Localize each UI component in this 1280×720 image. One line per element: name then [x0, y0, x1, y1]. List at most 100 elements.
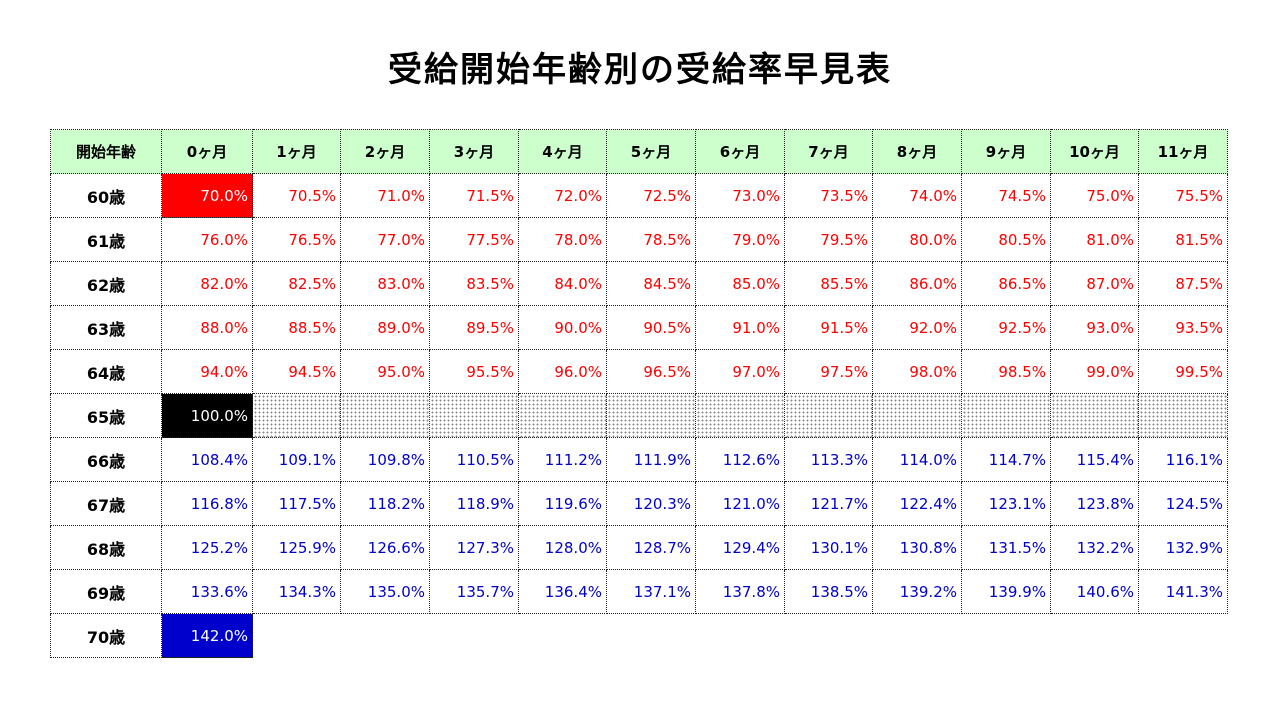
- rate-cell: 70.5%: [252, 173, 341, 218]
- rate-cell: 99.5%: [1138, 349, 1228, 394]
- header-month-6: 6ヶ月: [695, 129, 785, 174]
- rate-cell: 140.6%: [1050, 569, 1139, 614]
- age-label: 63歳: [50, 305, 162, 350]
- rate-cell: 125.2%: [161, 525, 253, 570]
- rate-cell: 76.0%: [161, 217, 253, 262]
- table-row: 62歳 82.0% 82.5% 83.0% 83.5% 84.0% 84.5% 85.0% 85…: [50, 261, 1228, 306]
- age-label: 62歳: [50, 261, 162, 306]
- rate-cell: 92.0%: [872, 305, 962, 350]
- rate-cell: 86.5%: [961, 261, 1051, 306]
- header-month-0: 0ヶ月: [161, 129, 253, 174]
- rate-cell: 130.8%: [872, 525, 962, 570]
- rate-cell: 91.0%: [695, 305, 785, 350]
- rate-cell: 84.5%: [606, 261, 696, 306]
- rate-cell: 125.9%: [252, 525, 341, 570]
- rate-cell: 85.0%: [695, 261, 785, 306]
- table-row: 70歳 142.0%: [50, 613, 1228, 658]
- rate-cell: 132.9%: [1138, 525, 1228, 570]
- rate-cell: 90.0%: [518, 305, 607, 350]
- rate-cell: 121.0%: [695, 481, 785, 526]
- age-label: 64歳: [50, 349, 162, 394]
- rate-cell: 115.4%: [1050, 437, 1139, 482]
- rate-cell: 119.6%: [518, 481, 607, 526]
- age-label: 60歳: [50, 173, 162, 218]
- table-row: 64歳 94.0% 94.5% 95.0% 95.5% 96.0% 96.5% 97.0% 97…: [50, 349, 1228, 394]
- rate-cell: 134.3%: [252, 569, 341, 614]
- header-month-3: 3ヶ月: [429, 129, 519, 174]
- rate-cell: 72.5%: [606, 173, 696, 218]
- header-month-9: 9ヶ月: [961, 129, 1051, 174]
- rate-cell: 83.5%: [429, 261, 519, 306]
- table-row: 63歳 88.0% 88.5% 89.0% 89.5% 90.0% 90.5% 91.0% 91…: [50, 305, 1228, 350]
- rate-cell: 76.5%: [252, 217, 341, 262]
- rate-cell: 121.7%: [784, 481, 873, 526]
- empty-cell: [253, 614, 341, 658]
- rate-cell: 77.0%: [340, 217, 430, 262]
- rate-cell: 124.5%: [1138, 481, 1228, 526]
- rate-cell: 113.3%: [784, 437, 873, 482]
- table-row: 66歳 108.4% 109.1% 109.8% 110.5% 111.2% 111.9% 1…: [50, 437, 1228, 482]
- rate-cell: 111.9%: [606, 437, 696, 482]
- rate-cell: 136.4%: [518, 569, 607, 614]
- empty-cell: [607, 614, 696, 658]
- shaded-empty-cell: [784, 393, 873, 438]
- rate-cell: 94.5%: [252, 349, 341, 394]
- rate-cell: 133.6%: [161, 569, 253, 614]
- empty-cell: [696, 614, 785, 658]
- rate-cell: 98.0%: [872, 349, 962, 394]
- rate-cell: 114.7%: [961, 437, 1051, 482]
- rate-cell: 79.5%: [784, 217, 873, 262]
- empty-cell: [1139, 614, 1228, 658]
- page-title: 受給開始年齢別の受給率早見表: [388, 50, 892, 90]
- header-month-5: 5ヶ月: [606, 129, 696, 174]
- rate-cell: 97.0%: [695, 349, 785, 394]
- rate-cell: 82.0%: [161, 261, 253, 306]
- table-row: 68歳 125.2% 125.9% 126.6% 127.3% 128.0% 128.7% 1…: [50, 525, 1228, 570]
- rate-cell: 126.6%: [340, 525, 430, 570]
- shaded-empty-cell: [961, 393, 1051, 438]
- rate-cell: 93.5%: [1138, 305, 1228, 350]
- shaded-empty-cell: [872, 393, 962, 438]
- rate-cell: 74.0%: [872, 173, 962, 218]
- rate-cell: 84.0%: [518, 261, 607, 306]
- rate-cell: 72.0%: [518, 173, 607, 218]
- rate-cell: 135.0%: [340, 569, 430, 614]
- rate-cell: 132.2%: [1050, 525, 1139, 570]
- rate-cell: 128.7%: [606, 525, 696, 570]
- table-row: 69歳 133.6% 134.3% 135.0% 135.7% 136.4% 137.1% 1…: [50, 569, 1228, 614]
- rate-cell: 90.5%: [606, 305, 696, 350]
- rate-cell: 75.5%: [1138, 173, 1228, 218]
- rate-cell: 96.5%: [606, 349, 696, 394]
- table-row: 65歳 100.0%: [50, 393, 1228, 438]
- rate-cell: 91.5%: [784, 305, 873, 350]
- age-label: 68歳: [50, 525, 162, 570]
- rate-cell: 73.5%: [784, 173, 873, 218]
- rate-cell: 123.1%: [961, 481, 1051, 526]
- empty-cell: [519, 614, 607, 658]
- shaded-empty-cell: [429, 393, 519, 438]
- rate-cell: 87.5%: [1138, 261, 1228, 306]
- rate-cell: 81.0%: [1050, 217, 1139, 262]
- rate-cell: 131.5%: [961, 525, 1051, 570]
- rate-cell: 88.0%: [161, 305, 253, 350]
- header-month-4: 4ヶ月: [518, 129, 607, 174]
- rate-cell: 89.5%: [429, 305, 519, 350]
- rate-cell: 116.1%: [1138, 437, 1228, 482]
- rate-cell: 78.0%: [518, 217, 607, 262]
- header-corner-label: 開始年齢: [50, 129, 162, 174]
- rate-cell: 139.2%: [872, 569, 962, 614]
- age-label: 70歳: [50, 613, 162, 658]
- header-row: 開始年齢 0ヶ月 1ヶ月 2ヶ月 3ヶ月 4ヶ月 5ヶ月 6ヶ月 7ヶ月 8ヶ月 9ヶ月 10ヶ月 11…: [50, 129, 1228, 174]
- rate-cell: 99.0%: [1050, 349, 1139, 394]
- rate-cell: 137.8%: [695, 569, 785, 614]
- empty-cell: [962, 614, 1051, 658]
- empty-cell: [1051, 614, 1139, 658]
- shaded-empty-cell: [1050, 393, 1139, 438]
- age-label: 66歳: [50, 437, 162, 482]
- rate-cell: 128.0%: [518, 525, 607, 570]
- rate-cell: 138.5%: [784, 569, 873, 614]
- rate-cell: 122.4%: [872, 481, 962, 526]
- rate-cell: 94.0%: [161, 349, 253, 394]
- rate-cell: 75.0%: [1050, 173, 1139, 218]
- rate-cell: 93.0%: [1050, 305, 1139, 350]
